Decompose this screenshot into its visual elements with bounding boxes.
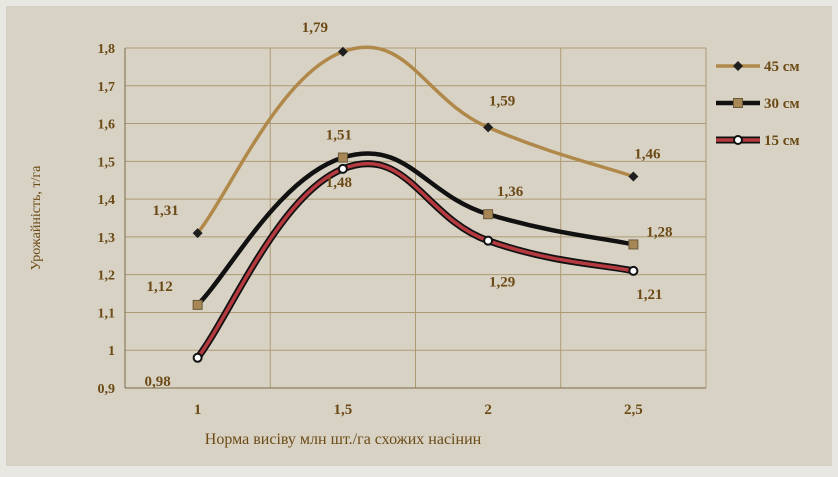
data-point-s2-2 [337,152,348,163]
y-tick-label: 1,1 [98,306,116,321]
y-tick-label: 1,6 [98,118,116,133]
y-tick-label: 1,2 [98,269,116,284]
series-line-3 [196,161,634,359]
legend-marker-3 [733,135,743,145]
legend: 45 см 30 см 15 см [716,59,800,149]
data-point-s1-4 [628,171,639,182]
legend-label: 15 см [764,133,800,149]
data-point-s3-2 [337,163,348,174]
y-tick-label: 1,4 [98,193,116,208]
data-label: 1,21 [636,287,662,303]
data-label: 1,31 [153,203,179,219]
axes: 0,9 1 1,1 1,2 1,3 1,4 1,5 1,6 1,7 1,8 1 1,5 2 2,5 [98,42,707,418]
data-label: 0,98 [145,374,171,390]
data-point-s2-1 [192,299,203,310]
series-line-1 [196,45,634,235]
data-label: 1,46 [634,146,661,162]
data-label: 1,36 [497,184,524,200]
chart-area [6,6,832,466]
y-tick-label: 1,8 [98,42,116,57]
data-point-s3-3 [483,235,494,246]
data-point-s1-1 [192,228,203,239]
data-label: 1,28 [646,224,672,240]
data-point-s2-4 [628,239,639,250]
series-lines [192,45,639,363]
data-label: 1,79 [302,20,328,36]
data-point-s1-2 [337,46,348,57]
data-labels: 1,31 1,79 1,59 1,46 1,12 1,51 1,36 1,28 0,98 1,48… [145,20,673,390]
data-label: 1,29 [489,275,515,291]
data-label: 1,12 [147,279,173,295]
legend-label: 45 см [764,59,800,75]
y-tick-label: 1,7 [98,80,116,95]
data-label: 1,59 [489,93,515,109]
x-tick-label: 2 [484,402,492,418]
legend-marker-1 [733,61,743,71]
y-tick-label: 1,5 [98,155,116,170]
legend-marker-2 [733,98,743,108]
data-point-s3-1 [192,352,203,363]
data-label: 1,51 [326,128,352,144]
x-tick-label: 1 [194,402,202,418]
y-axis-title: Урожайність, т/га [29,165,44,271]
data-point-s2-3 [483,209,494,220]
y-tick-label: 1 [108,344,115,359]
x-axis-title: Норма висіву млн шт./га схожих насінин [205,431,482,448]
y-tick-label: 0,9 [98,382,116,397]
x-tick-label: 2,5 [624,402,643,418]
legend-label: 30 см [764,96,800,112]
x-tick-label: 1,5 [334,402,353,418]
data-point-s3-4 [628,265,639,276]
data-label: 1,48 [326,175,352,191]
series-line-2 [196,151,634,307]
y-tick-label: 1,3 [98,231,116,246]
data-point-s1-3 [483,122,494,133]
